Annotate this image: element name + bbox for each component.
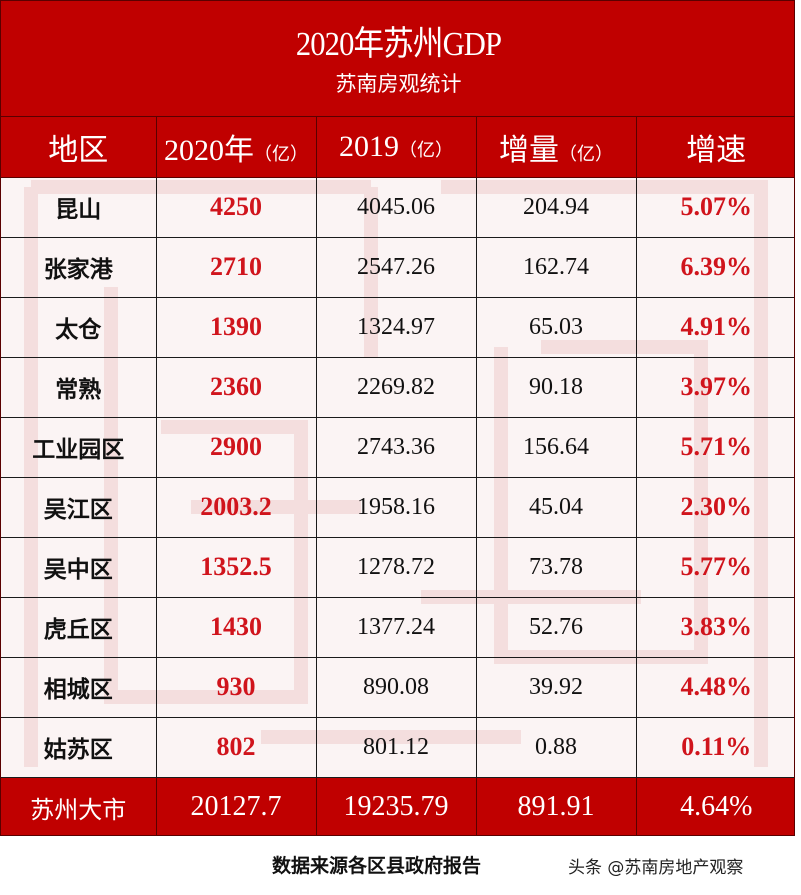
page-subtitle: 苏南房观统计 <box>335 72 462 96</box>
table-header-row: 地区 2020年（亿） 2019（亿） 增量（亿） 增速 <box>1 117 794 178</box>
title-band: 2020年苏州GDP 苏南房观统计 <box>1 1 794 117</box>
table-row: 吴江区 2003.2 1958.16 45.04 2.30% <box>1 476 794 538</box>
growth-cell: 3.97% <box>635 356 794 418</box>
region-cell: 姑苏区 <box>1 716 157 778</box>
column-header-region: 地区 <box>1 117 157 178</box>
table-row: 相城区 930 890.08 39.92 4.48% <box>1 656 794 718</box>
growth-cell: 4.91% <box>635 296 794 358</box>
gdp-2019-cell: 1958.16 <box>315 476 477 538</box>
total-gdp-2020-cell: 20127.7 <box>155 776 317 835</box>
increase-cell: 65.03 <box>475 296 637 358</box>
table-row: 昆山 4250 4045.06 204.94 5.07% <box>1 176 794 238</box>
growth-cell: 5.71% <box>635 416 794 478</box>
total-increase-cell: 891.91 <box>475 776 637 835</box>
unit-label: （亿） <box>399 139 453 160</box>
table-row: 太仓 1390 1324.97 65.03 4.91% <box>1 296 794 358</box>
column-header-2019: 2019（亿） <box>315 117 477 178</box>
source-note: 数据来源各区县政府报告 <box>272 855 482 877</box>
gdp-2020-cell: 2003.2 <box>155 476 317 538</box>
gdp-2020-cell: 4250 <box>155 176 317 238</box>
gdp-2019-cell: 801.12 <box>315 716 477 778</box>
gdp-table: 地区 2020年（亿） 2019（亿） 增量（亿） 增速 昆山 4250 404… <box>1 117 794 835</box>
table-row: 工业园区 2900 2743.36 156.64 5.71% <box>1 416 794 478</box>
table-row: 张家港 2710 2547.26 162.74 6.39% <box>1 236 794 298</box>
total-gdp-2019-cell: 19235.79 <box>315 776 477 835</box>
gdp-2019-cell: 1377.24 <box>315 596 477 658</box>
gdp-2020-cell: 2360 <box>155 356 317 418</box>
page-title: 2020年苏州GDP <box>295 26 502 63</box>
watermark-credit: 头条 @苏南房地产观察 <box>568 858 744 878</box>
increase-cell: 52.76 <box>475 596 637 658</box>
growth-cell: 5.77% <box>635 536 794 598</box>
gdp-2019-cell: 890.08 <box>315 656 477 718</box>
growth-cell: 6.39% <box>635 236 794 298</box>
increase-cell: 156.64 <box>475 416 637 478</box>
region-cell: 相城区 <box>1 656 157 718</box>
gdp-2020-cell: 802 <box>155 716 317 778</box>
increase-cell: 73.78 <box>475 536 637 598</box>
increase-cell: 204.94 <box>475 176 637 238</box>
region-cell: 吴江区 <box>1 476 157 538</box>
gdp-2020-cell: 2710 <box>155 236 317 298</box>
region-cell: 太仓 <box>1 296 157 358</box>
table-row: 虎丘区 1430 1377.24 52.76 3.83% <box>1 596 794 658</box>
gdp-2019-cell: 2547.26 <box>315 236 477 298</box>
table-row: 吴中区 1352.5 1278.72 73.78 5.77% <box>1 536 794 598</box>
gdp-2020-cell: 1352.5 <box>155 536 317 598</box>
gdp-table-sheet: 2020年苏州GDP 苏南房观统计 地区 2020年（亿） 2019（亿） 增量… <box>0 0 795 836</box>
total-region-cell: 苏州大市 <box>1 776 157 835</box>
gdp-2020-cell: 1430 <box>155 596 317 658</box>
column-header-growth: 增速 <box>635 117 794 178</box>
growth-cell: 3.83% <box>635 596 794 658</box>
growth-cell: 2.30% <box>635 476 794 538</box>
table-row: 常熟 2360 2269.82 90.18 3.97% <box>1 356 794 418</box>
increase-cell: 162.74 <box>475 236 637 298</box>
region-cell: 吴中区 <box>1 536 157 598</box>
growth-cell: 4.48% <box>635 656 794 718</box>
gdp-2019-cell: 2743.36 <box>315 416 477 478</box>
gdp-2020-cell: 1390 <box>155 296 317 358</box>
increase-cell: 39.92 <box>475 656 637 718</box>
gdp-2020-cell: 2900 <box>155 416 317 478</box>
unit-label: （亿） <box>254 143 308 164</box>
total-row: 苏州大市 20127.7 19235.79 891.91 4.64% <box>1 776 794 835</box>
region-cell: 昆山 <box>1 176 157 238</box>
column-header-2020: 2020年（亿） <box>155 117 317 178</box>
region-cell: 虎丘区 <box>1 596 157 658</box>
increase-cell: 45.04 <box>475 476 637 538</box>
gdp-2019-cell: 1278.72 <box>315 536 477 598</box>
increase-cell: 0.88 <box>475 716 637 778</box>
growth-cell: 5.07% <box>635 176 794 238</box>
unit-label: （亿） <box>559 143 613 164</box>
region-cell: 张家港 <box>1 236 157 298</box>
gdp-2019-cell: 4045.06 <box>315 176 477 238</box>
gdp-2020-cell: 930 <box>155 656 317 718</box>
total-growth-cell: 4.64% <box>635 776 794 835</box>
table-row: 姑苏区 802 801.12 0.88 0.11% <box>1 716 794 778</box>
region-cell: 工业园区 <box>1 416 157 478</box>
gdp-2019-cell: 2269.82 <box>315 356 477 418</box>
increase-cell: 90.18 <box>475 356 637 418</box>
column-header-increase: 增量（亿） <box>475 117 637 178</box>
gdp-2019-cell: 1324.97 <box>315 296 477 358</box>
region-cell: 常熟 <box>1 356 157 418</box>
growth-cell: 0.11% <box>635 716 794 778</box>
